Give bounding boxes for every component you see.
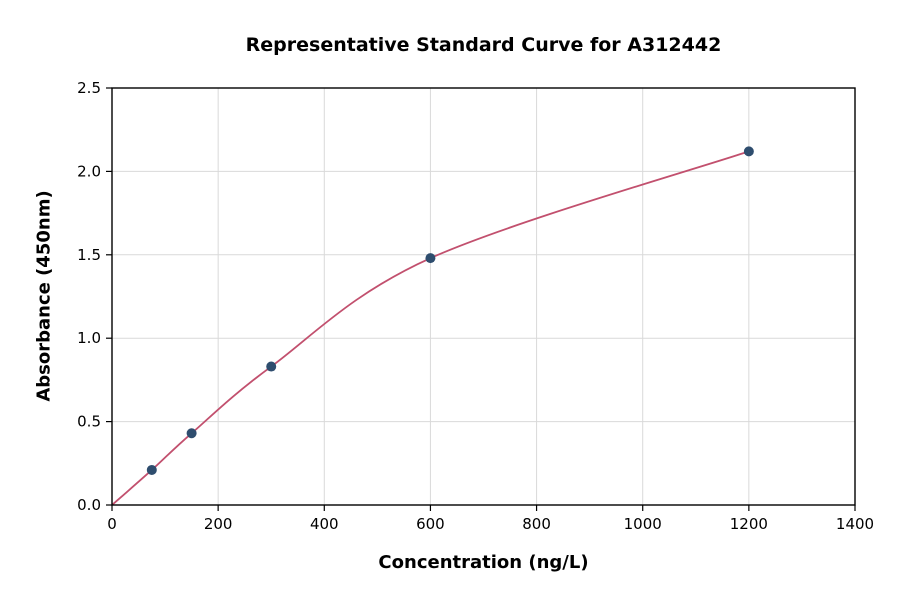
- y-tick-label: 2.5: [77, 79, 101, 97]
- y-tick-label: 2.0: [77, 162, 101, 180]
- y-tick-label: 0.5: [77, 413, 101, 431]
- plot-area: [112, 88, 855, 505]
- y-tick-label: 0.0: [77, 496, 101, 514]
- x-tick-label: 800: [522, 515, 551, 533]
- chart-title: Representative Standard Curve for A31244…: [245, 34, 722, 56]
- data-point-marker: [743, 146, 754, 157]
- x-tick-label: 0: [107, 515, 117, 533]
- y-axis-label: Absorbance (450nm): [33, 190, 55, 402]
- x-tick-label: 400: [310, 515, 339, 533]
- data-point-marker: [425, 253, 436, 264]
- y-tick-label: 1.5: [77, 246, 101, 264]
- x-tick-label: 600: [416, 515, 445, 533]
- x-tick-label: 1400: [836, 515, 874, 533]
- x-tick-label: 200: [204, 515, 233, 533]
- x-tick-label: 1200: [730, 515, 768, 533]
- x-tick-label: 1000: [624, 515, 662, 533]
- y-tick-label: 1.0: [77, 329, 101, 347]
- data-point-marker: [186, 428, 197, 439]
- x-axis-label: Concentration (ng/L): [378, 552, 589, 573]
- data-point-marker: [266, 361, 277, 372]
- data-point-marker: [146, 464, 157, 475]
- plot-border: [111, 87, 856, 506]
